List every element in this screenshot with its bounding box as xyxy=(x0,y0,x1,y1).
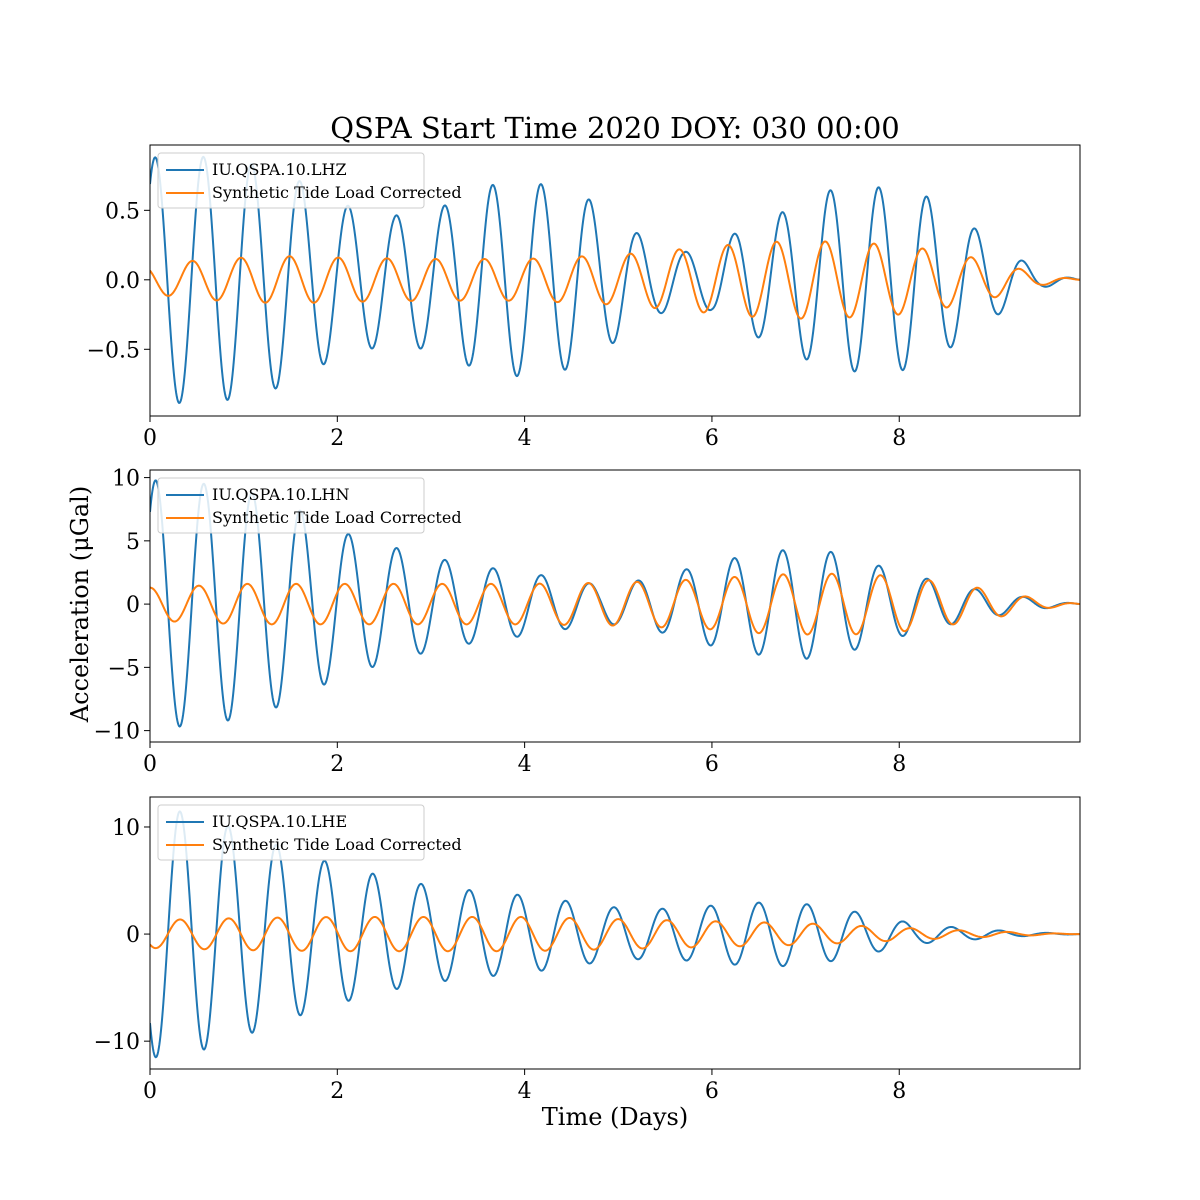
y-tick-label: 0 xyxy=(126,923,140,948)
legend-entry-label: Synthetic Tide Load Corrected xyxy=(212,508,462,527)
legend-box xyxy=(157,804,425,861)
legend-entry-label: IU.QSPA.10.LHN xyxy=(212,485,349,504)
series-line-synthetic-panel-3 xyxy=(150,915,1080,953)
panel-1: 0 2 4 6 8 −0.5 0.0 0.5 IU.QSPA.10.LHZ Synthetic T… xyxy=(87,144,1081,451)
legend-entry-label: IU.QSPA.10.LHZ xyxy=(212,160,347,179)
legend-entry-label: Synthetic Tide Load Corrected xyxy=(212,835,462,854)
legend-box xyxy=(157,152,425,209)
legend: IU.QSPA.10.LHZ Synthetic Tide Load Correc… xyxy=(157,152,462,209)
x-axis-label: Time (Days) xyxy=(542,1103,688,1131)
y-tick-label: −10 xyxy=(94,1030,140,1055)
x-tick-label: 8 xyxy=(892,1079,906,1104)
y-tick-label: 10 xyxy=(112,467,140,492)
x-tick-label: 4 xyxy=(518,426,532,451)
axes-frame xyxy=(149,144,1081,417)
chart-title: QSPA Start Time 2020 DOY: 030 00:00 xyxy=(330,111,899,145)
x-tick-label: 8 xyxy=(892,752,906,777)
x-tick-label: 6 xyxy=(705,426,719,451)
y-tick-label: −5 xyxy=(108,656,140,681)
x-tick-label: 6 xyxy=(705,1079,719,1104)
axes-frame xyxy=(149,469,1081,743)
series-line-synthetic-panel-1 xyxy=(150,240,1080,320)
y-tick-label: 0.0 xyxy=(105,269,140,294)
legend-box xyxy=(157,477,425,534)
panel-2: 0 2 4 6 8 −10 −5 0 5 10 IU.QSPA.10.LHN Synthetic Ti… xyxy=(94,467,1081,777)
y-axis-label: Acceleration (μGal) xyxy=(66,486,94,723)
legend-entry-label: IU.QSPA.10.LHE xyxy=(212,812,347,831)
x-tick-label: 2 xyxy=(330,752,344,777)
x-tick-label: 0 xyxy=(143,426,157,451)
x-tick-label: 4 xyxy=(518,752,532,777)
y-tick-label: 0.5 xyxy=(105,199,140,224)
axes-frame xyxy=(149,796,1081,1070)
x-tick-label: 4 xyxy=(518,1079,532,1104)
y-tick-label: −0.5 xyxy=(87,338,140,363)
series-line-synthetic-panel-2 xyxy=(150,572,1080,636)
x-tick-label: 6 xyxy=(705,752,719,777)
y-tick-label: 0 xyxy=(126,593,140,618)
panels-group: 0 2 4 6 8 −0.5 0.0 0.5 IU.QSPA.10.LHZ Synthetic T… xyxy=(87,144,1081,1104)
legend: IU.QSPA.10.LHE Synthetic Tide Load Correc… xyxy=(157,804,462,861)
x-tick-label: 0 xyxy=(143,1079,157,1104)
legend-entry-label: Synthetic Tide Load Corrected xyxy=(212,183,462,202)
y-tick-label: 5 xyxy=(126,530,140,555)
series-line-observed-panel-3 xyxy=(150,810,1080,1059)
y-tick-label: −10 xyxy=(94,720,140,745)
x-tick-label: 2 xyxy=(330,1079,344,1104)
legend: IU.QSPA.10.LHN Synthetic Tide Load Correc… xyxy=(157,477,462,534)
x-tick-label: 2 xyxy=(330,426,344,451)
x-tick-label: 0 xyxy=(143,752,157,777)
y-tick-label: 10 xyxy=(112,816,140,841)
x-tick-label: 8 xyxy=(892,426,906,451)
